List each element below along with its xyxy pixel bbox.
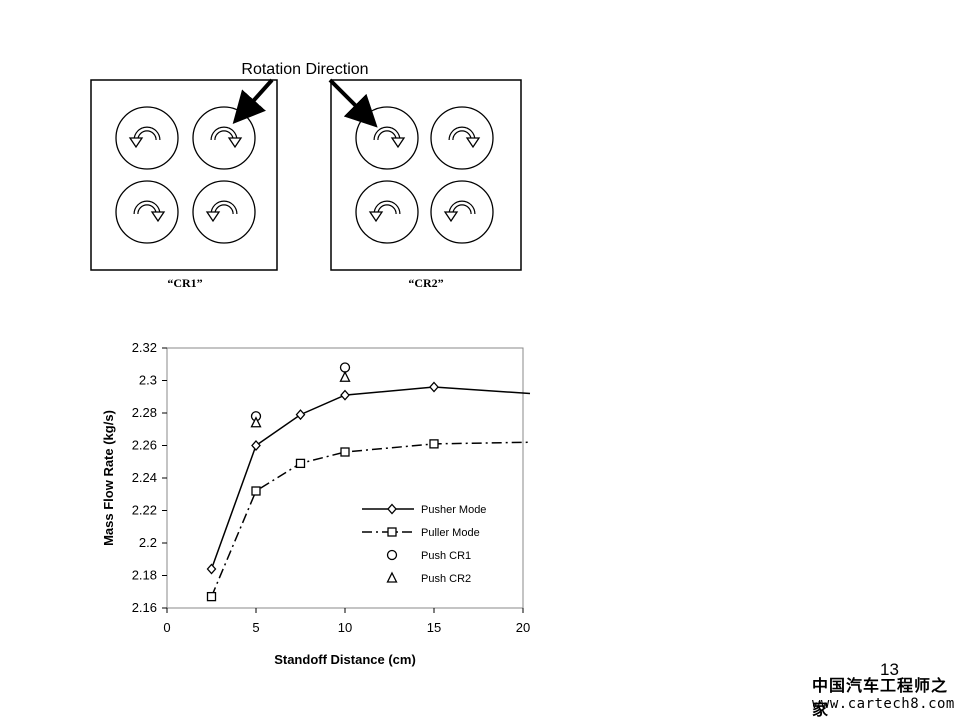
panel-cr2-frame [330, 79, 522, 271]
y-tick-label: 2.28 [132, 405, 157, 420]
watermark-text: 中国汽车工程师之家 [812, 676, 949, 719]
rotor-cw-icon [355, 106, 419, 170]
rotor-diagram: Rotation Direction “CR1” “CR2” [90, 61, 522, 290]
legend-label: Push CR1 [421, 550, 471, 562]
legend-item-push-cr2: Push CR2 [386, 571, 471, 585]
y-tick-label: 2.24 [132, 470, 157, 485]
plot-area [166, 347, 524, 609]
data-point-pusher-mode [340, 389, 350, 401]
data-point-puller-mode [340, 447, 350, 457]
series-puller-mode [206, 439, 531, 602]
data-point-puller-mode [429, 439, 439, 449]
legend-marker [386, 571, 398, 583]
legend-marker [387, 503, 397, 515]
x-axis: 0 5 10 15 20 [163, 608, 530, 635]
y-tick-label: 2.26 [132, 438, 157, 453]
y-tick-label: 2.18 [132, 568, 157, 583]
data-point-pusher-mode [429, 381, 439, 393]
legend-item-pusher-mode: Pusher Mode [362, 503, 486, 516]
page-number: 13 [880, 660, 899, 679]
rotation-arrow-right [328, 78, 378, 128]
legend-marker [386, 549, 398, 561]
legend-item-push-cr1: Push CR1 [386, 549, 471, 562]
data-point-pusher-mode [206, 563, 217, 575]
panel-cr2-label: “CR2” [408, 276, 443, 290]
panel-cr1-frame [90, 79, 278, 271]
x-tick-label: 15 [427, 620, 441, 635]
rotor-ccw-icon [355, 180, 419, 244]
x-tick-label: 10 [338, 620, 352, 635]
y-tick-label: 2.2 [139, 535, 157, 550]
legend-label: Push CR2 [421, 573, 471, 585]
data-point-push-cr1 [339, 362, 351, 373]
watermark-url: www.cartech8.com [812, 696, 955, 712]
legend-item-puller-mode: Puller Mode [362, 527, 480, 539]
panel-cr1-label: “CR1” [167, 276, 202, 290]
rotation-arrow-left [232, 78, 274, 124]
rotor-ccw-icon [430, 180, 494, 244]
y-axis: 2.16 2.18 2.2 2.22 2.24 2.26 2.28 2.3 2.32 [132, 340, 167, 615]
y-tick-label: 2.32 [132, 340, 157, 355]
series-line-puller-mode [210, 441, 531, 597]
data-point-pusher-mode [251, 440, 261, 451]
x-tick-label: 20 [516, 620, 530, 635]
rotor-cw-icon [430, 106, 494, 170]
rotor-ccw-icon [115, 106, 179, 170]
data-point-puller-mode [251, 486, 261, 496]
data-point-push-cr2 [339, 370, 351, 382]
data-point-pusher-mode [295, 409, 306, 421]
data-point-push-cr2 [250, 416, 262, 428]
legend-marker [387, 527, 397, 537]
x-tick-label: 0 [163, 620, 170, 635]
rotor-cw-icon [192, 106, 256, 170]
series-line-pusher-mode [210, 386, 531, 570]
rotor-ccw-icon [192, 180, 256, 244]
rotation-direction-label: Rotation Direction [241, 61, 368, 78]
data-point-puller-mode [295, 458, 306, 469]
legend-label: Pusher Mode [421, 504, 486, 516]
x-tick-label: 5 [252, 620, 259, 635]
y-axis-label: Mass Flow Rate (kg/s) [101, 410, 116, 546]
x-axis-label: Standoff Distance (cm) [274, 652, 416, 667]
series-pusher-mode [206, 381, 531, 575]
series-push-cr2 [250, 370, 351, 428]
panel-cr2: “CR2” [330, 79, 522, 290]
y-tick-label: 2.16 [132, 600, 157, 615]
legend: Pusher Mode Puller Mode Push CR1 Push CR2 [362, 503, 486, 585]
y-tick-label: 2.22 [132, 503, 157, 518]
y-tick-label: 2.3 [139, 373, 157, 388]
rotor-cw-icon [115, 180, 179, 244]
series-layer [206, 362, 531, 602]
data-point-puller-mode [206, 591, 217, 602]
legend-label: Puller Mode [421, 527, 480, 539]
panel-cr1: “CR1” [90, 79, 278, 290]
